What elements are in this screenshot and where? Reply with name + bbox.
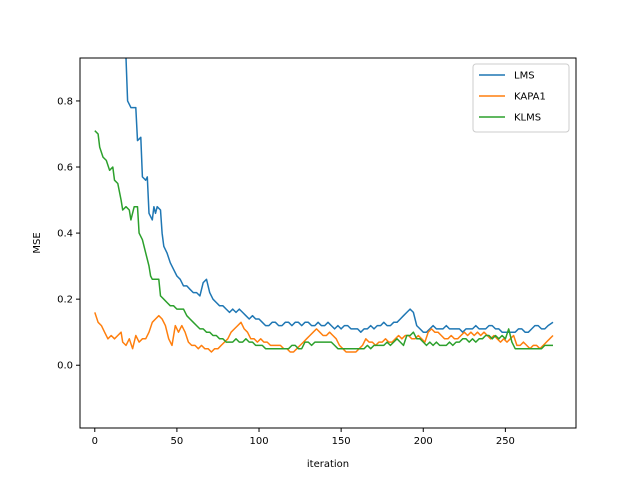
legend: LMS KAPA1 KLMS (472, 63, 570, 133)
y-tick-label: 0.4 (57, 229, 73, 240)
y-axis-ticks: 0.0 0.2 0.4 0.6 0.8 (57, 96, 80, 372)
series-line-klms (94, 130, 553, 350)
x-tick-label: 150 (332, 436, 351, 447)
x-axis-ticks: 0 50 100 150 200 250 (92, 428, 515, 447)
y-tick-label: 0.2 (57, 295, 73, 306)
x-tick-label: 200 (414, 436, 433, 447)
y-tick-label: 0.0 (57, 361, 73, 372)
x-tick-label: 50 (171, 436, 184, 447)
y-tick-label: 0.6 (57, 163, 73, 174)
legend-label-klms: KLMS (514, 113, 541, 124)
plot-frame (79, 57, 577, 429)
legend-label-kapa1: KAPA1 (514, 92, 546, 103)
series-line-lms (125, 58, 554, 333)
x-tick-label: 250 (496, 436, 515, 447)
legend-box (472, 63, 570, 133)
legend-label-lms: LMS (514, 71, 535, 82)
x-tick-label: 0 (92, 436, 98, 447)
y-tick-label: 0.8 (57, 96, 73, 107)
series-lines (94, 58, 554, 353)
y-axis-label: MSE (32, 232, 43, 253)
x-tick-label: 100 (249, 436, 268, 447)
series-line-kapa1 (94, 312, 554, 353)
x-axis-label: iteration (307, 459, 349, 470)
